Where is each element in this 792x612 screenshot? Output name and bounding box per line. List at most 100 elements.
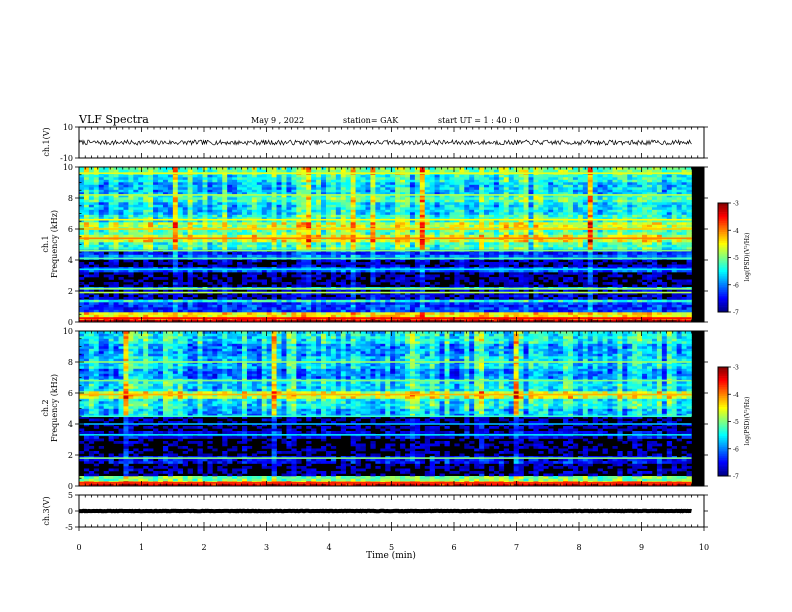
spectrogram-cell xyxy=(232,222,238,225)
spectrogram-cell xyxy=(266,182,272,185)
spectrogram-cell xyxy=(222,232,228,235)
spectrogram-cell xyxy=(360,252,366,255)
spectrogram-cell xyxy=(286,307,292,310)
spectrogram-cell xyxy=(138,224,144,228)
spectrogram-cell xyxy=(227,222,233,225)
spectrogram-cell xyxy=(444,269,450,273)
spectrogram-cell xyxy=(360,212,366,215)
spectrogram-cell xyxy=(232,197,238,200)
spectrogram-cell xyxy=(202,307,208,310)
spectrogram-cell xyxy=(202,312,208,315)
spectrogram-cell xyxy=(202,212,208,215)
spectrogram-cell xyxy=(187,234,193,238)
spectrogram-cell xyxy=(256,177,263,180)
spectrogram-cell xyxy=(291,229,297,233)
spectrogram-cell xyxy=(444,297,450,300)
spectrogram-cell xyxy=(286,187,292,190)
spectrogram-cell xyxy=(227,174,233,178)
spectrogram-cell xyxy=(439,214,445,218)
spectrogram-cell xyxy=(291,219,297,223)
spectrogram-cell xyxy=(321,242,327,245)
spectrogram-cell xyxy=(479,279,485,283)
spectrogram-cell xyxy=(508,212,514,215)
spectrogram-cell xyxy=(261,247,267,250)
spectrogram-cell xyxy=(400,222,406,225)
spectrogram-cell xyxy=(202,262,208,265)
spectrogram-cell xyxy=(360,319,366,323)
spectrogram-cell xyxy=(350,292,356,295)
spectrogram-cell xyxy=(251,232,258,235)
spectrogram-cell xyxy=(439,204,445,208)
spectrogram-cell xyxy=(316,224,322,228)
spectrogram-cell xyxy=(493,167,500,170)
spectrogram-cell xyxy=(503,209,510,213)
spectrogram-cell xyxy=(444,304,450,308)
spectrogram-cell xyxy=(108,202,114,205)
spectrogram-cell xyxy=(276,309,282,313)
spectrogram-cell xyxy=(103,224,109,228)
spectrogram-cell xyxy=(207,242,213,245)
spectrogram-cell xyxy=(138,267,144,270)
spectrogram-cell xyxy=(123,194,129,198)
spectrogram-cell xyxy=(444,267,450,270)
spectrogram-cell xyxy=(123,319,129,323)
spectrogram-cell xyxy=(306,244,312,248)
spectrogram-cell xyxy=(360,307,366,310)
spectrogram-cell xyxy=(93,244,100,248)
spectrogram-cell xyxy=(360,197,366,200)
spectrogram-cell xyxy=(350,167,356,170)
spectrogram-cell xyxy=(251,219,258,223)
spectrogram-cell xyxy=(493,262,500,265)
spectrogram-cell xyxy=(98,319,104,323)
spectrogram-cell xyxy=(449,289,455,293)
spectrogram-cell xyxy=(153,307,159,310)
spectrogram-cell xyxy=(306,224,312,228)
spectrogram-cell xyxy=(242,309,248,313)
spectrogram-cell xyxy=(444,219,450,223)
spectrogram-cell xyxy=(162,174,169,178)
spectrogram-cell xyxy=(291,192,297,195)
spectrogram-cell xyxy=(138,234,144,238)
spectrogram-cell xyxy=(434,207,440,210)
spectrogram-cell xyxy=(232,229,238,233)
spectrogram-cell xyxy=(459,229,465,233)
spectrogram-cell xyxy=(182,199,188,203)
spectrogram-cell xyxy=(162,202,169,205)
spectrogram-cell xyxy=(192,229,198,233)
spectrogram-cell xyxy=(202,194,208,198)
spectrogram-cell xyxy=(414,197,421,200)
spectrogram-cell xyxy=(350,222,356,225)
spectrogram-cell xyxy=(316,199,322,203)
spectrogram-cell xyxy=(246,279,253,283)
spectrogram-cell xyxy=(276,222,282,225)
spectrogram-cell xyxy=(197,234,203,238)
spectrogram-cell xyxy=(123,307,129,310)
spectrogram-cell xyxy=(202,239,208,243)
spectrogram-cell xyxy=(246,234,253,238)
spectrogram-cell xyxy=(330,262,337,265)
spectrogram-cell xyxy=(400,219,406,223)
spectrogram-cell xyxy=(143,199,149,203)
spectrogram-cell xyxy=(439,167,445,170)
spectrogram-cell xyxy=(143,254,149,258)
spectrogram-cell xyxy=(128,309,134,313)
spectrogram-cell xyxy=(143,234,149,238)
spectrogram-cell xyxy=(266,239,272,243)
spectrogram-cell xyxy=(449,262,455,265)
spectrogram-cell xyxy=(301,239,307,243)
spectrogram-cell xyxy=(419,177,426,180)
spectrogram-cell xyxy=(242,234,248,238)
spectrogram-cell xyxy=(493,212,500,215)
spectrogram-cell xyxy=(246,297,253,300)
spectrogram-cell xyxy=(291,252,297,255)
spectrogram-cell xyxy=(390,274,396,278)
spectrogram-cell xyxy=(108,187,114,190)
spectrogram-cell xyxy=(449,232,455,235)
spectrogram-cell xyxy=(182,297,188,300)
spectrogram-cell xyxy=(301,252,307,255)
spectrogram-cell xyxy=(419,312,426,315)
spectrogram-cell xyxy=(345,197,351,200)
spectrogram-cell xyxy=(439,267,445,270)
spectrogram-cell xyxy=(232,209,238,213)
spectrogram-cell xyxy=(395,252,401,255)
